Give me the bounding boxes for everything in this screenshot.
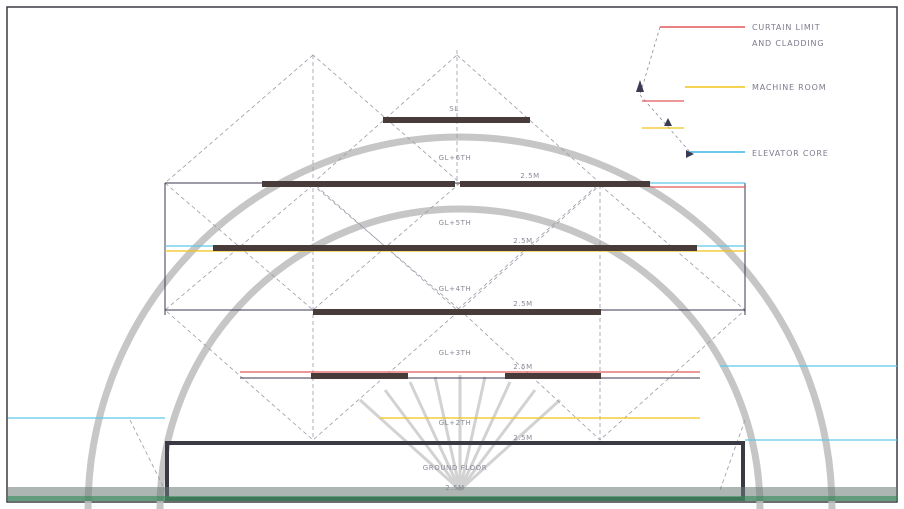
legend-label-curtain-line1: CURTAIN LIMIT xyxy=(752,23,820,32)
legend-label-machine: MACHINE ROOM xyxy=(752,83,826,92)
guide-lines xyxy=(129,50,746,491)
outer-frame xyxy=(6,6,898,503)
dimension-tag: 2.5M xyxy=(520,172,540,180)
dimension-tags: 2.5M 2.5M 2.5M 2.5M 2.5M 2.5M xyxy=(445,172,540,492)
slab-level-1-right xyxy=(460,181,650,187)
floor-labels: SL GL+6TH GL+5TH GL+4TH GL+3TH GL+2TH GR… xyxy=(423,105,488,472)
floor-slabs xyxy=(213,117,697,379)
dimension-tag: 2.5M xyxy=(513,300,533,308)
slab-level-1-left xyxy=(262,181,455,187)
floor-label-ground: GROUND FLOOR xyxy=(423,464,488,472)
slab-level-2 xyxy=(213,245,697,251)
legend: CURTAIN LIMIT AND CLADDING MACHINE ROOM … xyxy=(636,23,829,158)
watermark-arcs xyxy=(84,133,836,509)
legend-label-curtain-line2: AND CLADDING xyxy=(752,39,824,48)
floor-label-top: SL xyxy=(449,105,459,113)
dimension-tag: 2.5M xyxy=(513,434,533,442)
floor-label-level-1: GL+6TH xyxy=(439,154,472,162)
floor-label-level-4: GL+3TH xyxy=(439,349,472,357)
ground-strip-green xyxy=(8,496,897,501)
floor-label-level-3: GL+4TH xyxy=(439,285,472,293)
floor-label-level-5: GL+2TH xyxy=(439,419,472,427)
floor-label-level-2: GL+5TH xyxy=(439,219,472,227)
dimension-tag: 2.5M xyxy=(513,363,533,371)
slab-level-3 xyxy=(313,309,601,315)
slab-level-4-left xyxy=(311,373,408,379)
slab-level-4-right xyxy=(505,373,601,379)
dimension-tag: 2.5M xyxy=(445,484,465,492)
legend-label-elevator: ELEVATOR CORE xyxy=(752,149,829,158)
slab-top xyxy=(383,117,530,123)
watermark-sunburst xyxy=(358,375,562,492)
dimension-tag: 2.5M xyxy=(513,237,533,245)
